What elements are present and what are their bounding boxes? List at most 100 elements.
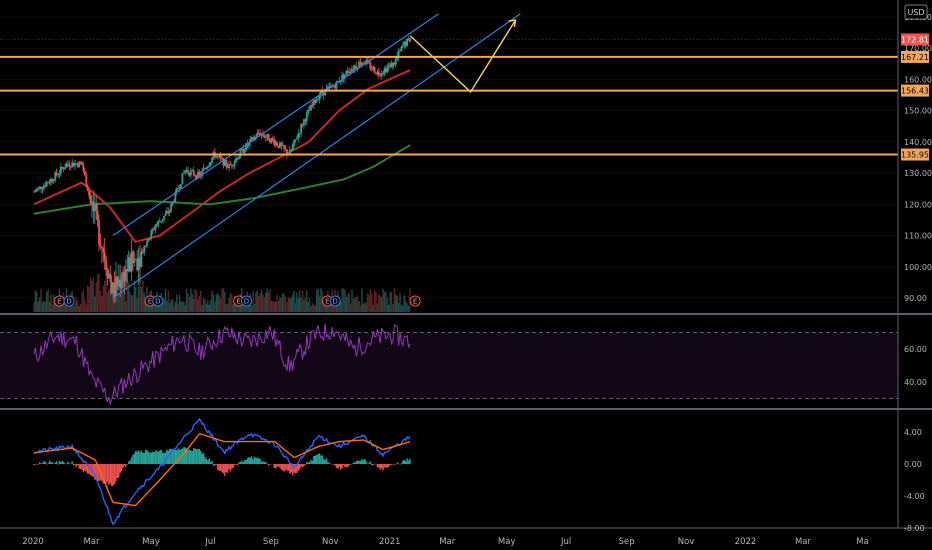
candle xyxy=(78,161,81,168)
candle xyxy=(353,64,356,74)
candle-body xyxy=(353,65,356,70)
earnings-marker-circle xyxy=(409,295,421,307)
candle xyxy=(93,194,96,225)
macd-histogram-bar xyxy=(286,464,288,471)
candle-body xyxy=(311,104,314,106)
volume-bar xyxy=(277,301,280,312)
volume-bar xyxy=(195,291,198,312)
candle-body xyxy=(195,176,198,179)
macd-histogram-bar xyxy=(231,464,233,469)
candle-body xyxy=(240,148,243,150)
candle-body xyxy=(178,187,181,189)
candle-body xyxy=(98,220,100,245)
volume-bar xyxy=(122,283,124,312)
macd-histogram-bar xyxy=(43,461,45,464)
pane-separators[interactable] xyxy=(0,0,932,529)
volume-bar xyxy=(204,299,206,312)
volume-bar xyxy=(293,291,295,312)
volume-bar xyxy=(274,301,277,312)
macd-histogram-bar xyxy=(382,464,384,471)
macd-histogram-bar xyxy=(242,461,244,464)
candle xyxy=(35,187,38,193)
candle-body xyxy=(401,45,404,47)
time-tick-label: Nov xyxy=(322,537,339,547)
macd-histogram-bar xyxy=(253,456,256,464)
volume-bar xyxy=(368,294,370,312)
volume-bar xyxy=(297,298,299,312)
volume-bar xyxy=(392,303,394,312)
candle-body xyxy=(238,156,240,160)
candle-body xyxy=(108,273,110,279)
macd-histogram-bar xyxy=(102,464,104,484)
trend-channel[interactable] xyxy=(112,13,521,299)
volume-bar xyxy=(362,303,364,312)
macd-histogram-bar xyxy=(276,464,278,468)
rsi-pane xyxy=(0,332,898,399)
candle-body xyxy=(355,65,358,69)
price-tick-label: 100.00 xyxy=(904,263,932,272)
macd-histogram-bar xyxy=(241,460,243,464)
earnings-marker-label: E xyxy=(148,298,152,306)
candle xyxy=(298,132,301,138)
price-tick-label: 140.00 xyxy=(904,138,932,147)
candle-body xyxy=(247,142,250,146)
macd-histogram-bar xyxy=(311,460,314,464)
candle-body xyxy=(59,166,62,174)
candle-body xyxy=(294,139,297,141)
volume-bar xyxy=(328,304,331,312)
candle-body xyxy=(93,204,96,212)
current-price-bg xyxy=(901,33,929,46)
time-tick-label: May xyxy=(142,537,160,547)
projection-path[interactable] xyxy=(409,19,517,93)
horizontal-levels[interactable]: 167.21 156.43 135.95 xyxy=(0,39,929,161)
candle-body xyxy=(136,259,139,271)
volume-bar xyxy=(304,297,307,312)
volume-bar xyxy=(226,303,229,312)
earnings-marker: E xyxy=(409,295,421,307)
time-axis[interactable]: 2020 Mar May Jul Sep Nov 2021 Mar May Jul Sep Nov 20… xyxy=(22,537,869,547)
volume-bar xyxy=(87,285,89,312)
macd-histogram-bar xyxy=(168,448,171,464)
volume-bar xyxy=(228,297,230,312)
candle-body xyxy=(62,168,65,170)
candle-body xyxy=(153,229,156,230)
macd-histogram-bar xyxy=(296,464,298,474)
candle xyxy=(351,65,353,74)
volume-bar xyxy=(174,301,177,312)
macd-histogram-bar xyxy=(369,461,372,464)
candle-body xyxy=(167,211,170,213)
macd-histogram-bar xyxy=(310,459,312,464)
candle xyxy=(57,173,59,179)
candle xyxy=(76,162,79,168)
macd-histogram-bar xyxy=(161,452,164,464)
candle xyxy=(58,169,61,179)
candle xyxy=(134,257,137,261)
candle xyxy=(48,178,51,185)
candle-body xyxy=(376,71,379,75)
candle-body xyxy=(205,168,208,169)
macd-histogram-bar xyxy=(334,464,336,466)
macd-histogram-bar xyxy=(280,464,283,470)
macd-histogram-bar xyxy=(215,464,218,465)
candle xyxy=(294,139,297,143)
candle-body xyxy=(86,185,89,191)
candle-body xyxy=(259,132,262,136)
macd-histogram-bar xyxy=(348,464,350,466)
volume-bar xyxy=(400,304,403,312)
volume-bar xyxy=(170,299,172,312)
volume-bar xyxy=(92,277,95,312)
volume-bar xyxy=(166,300,168,312)
macd-histogram-bar xyxy=(406,458,408,464)
volume-bar xyxy=(404,300,407,312)
candle xyxy=(270,137,273,144)
candle-body xyxy=(341,75,343,81)
candle-body xyxy=(192,170,195,176)
candle xyxy=(146,238,148,249)
price-candles xyxy=(33,36,411,304)
volume-bar xyxy=(111,287,113,312)
candle xyxy=(71,158,74,169)
event-markers[interactable]: E E E E ED D D D xyxy=(53,295,421,307)
currency-badge[interactable]: USD xyxy=(904,4,928,20)
candle xyxy=(236,157,239,161)
